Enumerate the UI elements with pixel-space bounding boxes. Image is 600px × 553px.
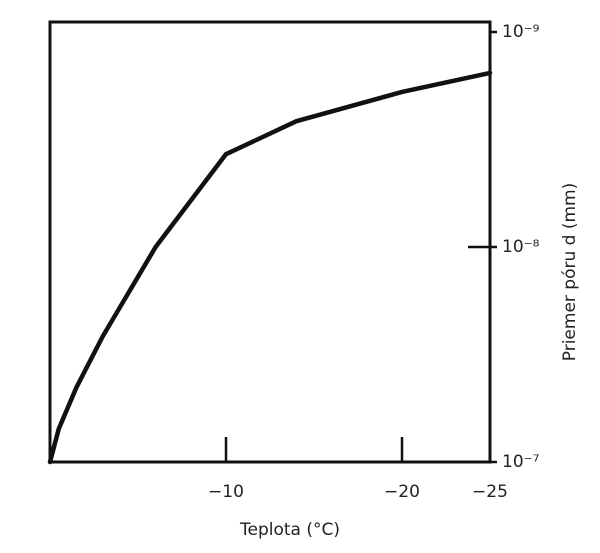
data-line <box>47 70 493 465</box>
x-axis-label: Teplota (°C) <box>239 520 340 540</box>
y-tick-label: 10⁻⁷ <box>502 452 540 472</box>
plot-frame <box>48 20 492 464</box>
x-tick-label: −10 <box>208 482 244 502</box>
x-tick-label: −25 <box>472 482 508 502</box>
y-tick-label: 10⁻⁸ <box>502 237 540 257</box>
y-tick-label: 10⁻⁹ <box>502 22 540 42</box>
y-axis-label: Priemer póru d (mm) <box>560 183 580 361</box>
x-tick-label: −20 <box>384 482 420 502</box>
